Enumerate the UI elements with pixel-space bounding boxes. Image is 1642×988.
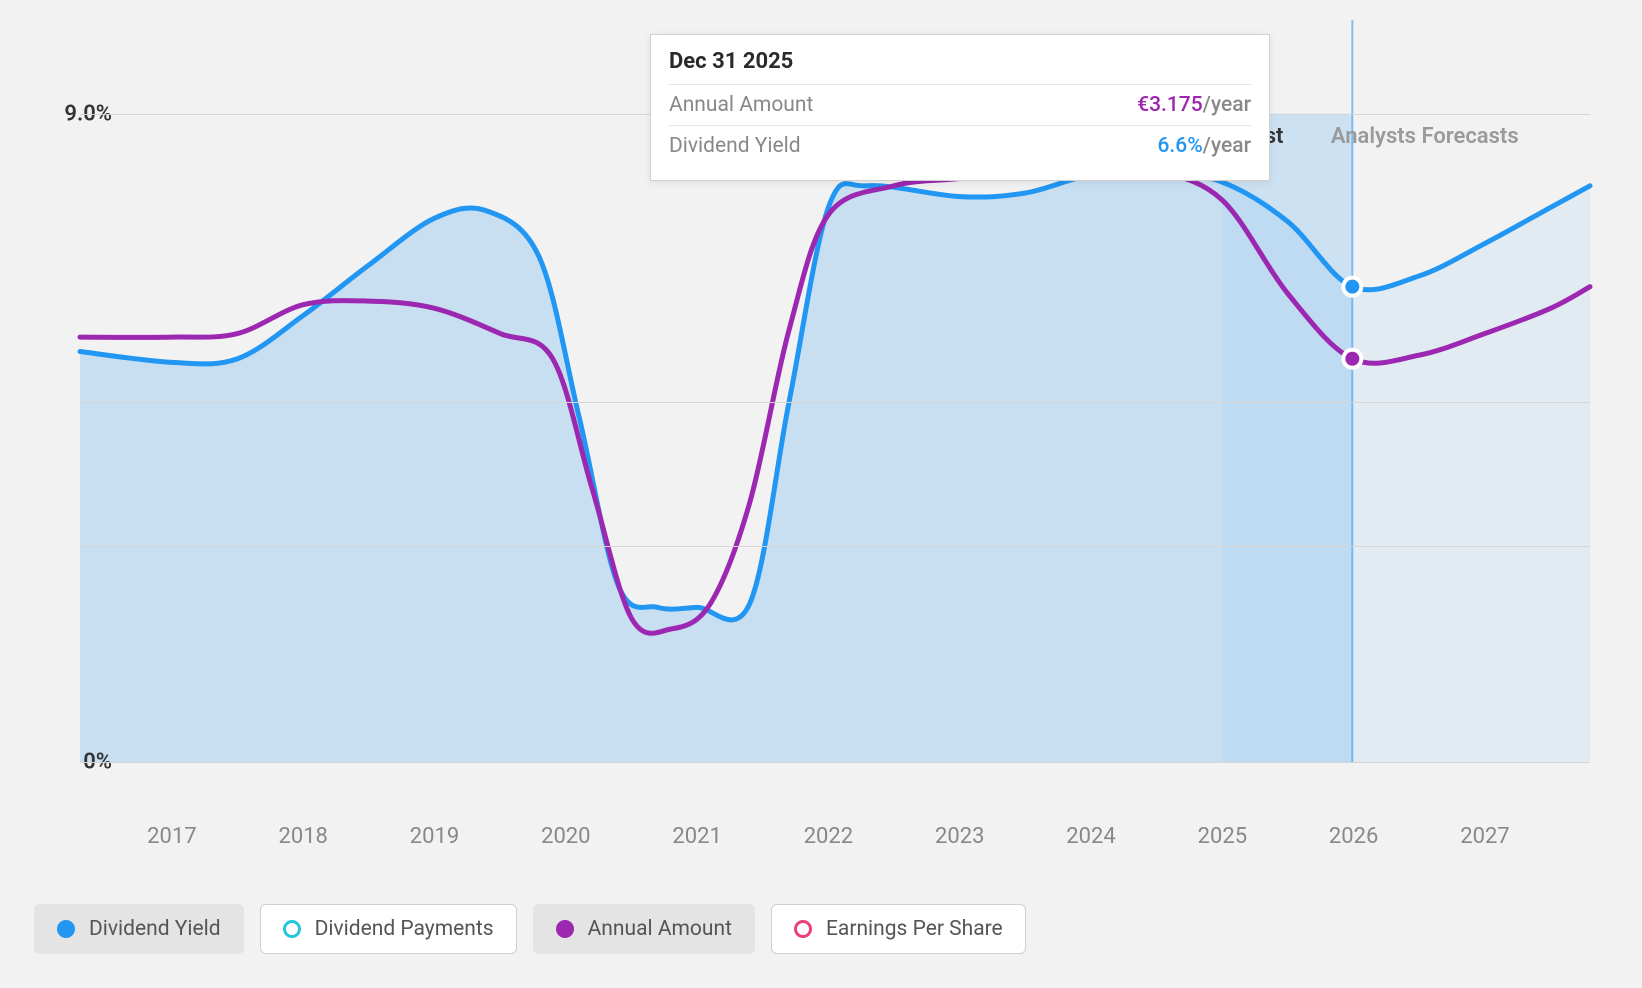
tooltip-title: Dec 31 2025: [669, 49, 1251, 84]
x-axis-label: 2024: [1066, 824, 1115, 849]
x-axis-label: 2019: [410, 824, 459, 849]
tooltip-row-value: €3.175/year: [1137, 93, 1251, 117]
legend-item-eps[interactable]: Earnings Per Share: [771, 904, 1026, 954]
dividend-chart: 0%9.0% 201720182019202020212022202320242…: [0, 0, 1642, 988]
x-axis-label: 2021: [672, 824, 721, 849]
legend-label: Earnings Per Share: [826, 917, 1003, 941]
x-axis-label: 2025: [1198, 824, 1247, 849]
chart-tooltip: Dec 31 2025 Annual Amount €3.175/year Divi…: [650, 34, 1270, 181]
legend-label: Annual Amount: [588, 917, 732, 941]
series-marker-annual_amount: [1343, 350, 1361, 368]
chart-legend: Dividend Yield Dividend Payments Annual Am…: [34, 904, 1026, 954]
legend-marker-icon: [556, 920, 574, 938]
x-axis-label: 2018: [278, 824, 327, 849]
tooltip-row: Annual Amount €3.175/year: [669, 84, 1251, 125]
legend-item-annual_amount[interactable]: Annual Amount: [533, 904, 755, 954]
legend-marker-icon: [283, 920, 301, 938]
tooltip-row-label: Dividend Yield: [669, 134, 801, 158]
legend-item-dividend_payments[interactable]: Dividend Payments: [260, 904, 517, 954]
tooltip-row-value: 6.6%/year: [1157, 134, 1251, 158]
legend-marker-icon: [794, 920, 812, 938]
x-axis-label: 2027: [1460, 824, 1509, 849]
legend-item-dividend_yield[interactable]: Dividend Yield: [34, 904, 244, 954]
gridline: [80, 546, 1590, 547]
x-axis-label: 2023: [935, 824, 984, 849]
gridline: [80, 762, 1590, 763]
region-label: Analysts Forecasts: [1331, 124, 1519, 149]
tooltip-row: Dividend Yield 6.6%/year: [669, 125, 1251, 166]
legend-marker-icon: [57, 920, 75, 938]
series-marker-dividend_yield: [1343, 278, 1361, 296]
x-axis-label: 2017: [147, 824, 196, 849]
x-axis-label: 2026: [1329, 824, 1378, 849]
gridline: [80, 402, 1590, 403]
legend-label: Dividend Payments: [315, 917, 494, 941]
x-axis-label: 2022: [804, 824, 853, 849]
legend-label: Dividend Yield: [89, 917, 221, 941]
tooltip-row-label: Annual Amount: [669, 93, 813, 117]
x-axis-label: 2020: [541, 824, 590, 849]
